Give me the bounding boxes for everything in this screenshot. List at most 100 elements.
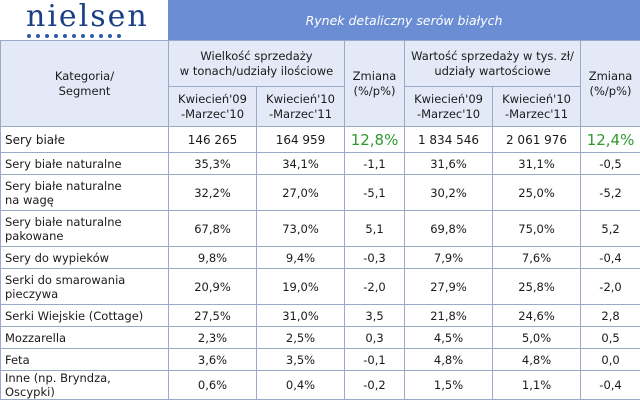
cell-val-1: 31,6% bbox=[404, 152, 494, 175]
header-value-label: Wartość sprzedaży w tys. zł/ udziały war… bbox=[411, 48, 574, 78]
table-row: Sery białe naturalne 35,3% 34,1% -1,1 31… bbox=[0, 152, 640, 175]
cell-vol-1: 0,6% bbox=[168, 370, 257, 400]
header-volume-change-label: Zmiana (%/p%) bbox=[352, 68, 397, 98]
header-vol-period-1: Kwiecień'09 -Marzec'10 bbox=[168, 86, 257, 127]
row-category: Inne (np. Bryndza, Oscypki) bbox=[0, 370, 169, 400]
nielsen-logo: nielsen bbox=[0, 0, 168, 40]
table-row: Serki Wiejskie (Cottage) 27,5% 31,0% 3,5… bbox=[0, 304, 640, 327]
cell-vol-1: 35,3% bbox=[168, 152, 257, 175]
cell-vol-2: 73,0% bbox=[255, 210, 346, 247]
cell-val-1: 30,2% bbox=[404, 174, 494, 211]
cell-vol-change: -5,1 bbox=[344, 174, 406, 211]
header-vol-period-2: Kwiecień'10 -Marzec'11 bbox=[255, 86, 346, 127]
cell-val-2: 24,6% bbox=[492, 304, 582, 327]
cell-vol-change: -0,1 bbox=[344, 348, 406, 371]
table-title: Rynek detaliczny serów białych bbox=[168, 0, 640, 40]
cell-val-1: 27,9% bbox=[404, 268, 494, 305]
cell-val-change: 5,2 bbox=[580, 210, 640, 247]
cell-vol-2: 27,0% bbox=[255, 174, 346, 211]
table-row: Sery do wypieków 9,8% 9,4% -0,3 7,9% 7,6… bbox=[0, 246, 640, 269]
cell-val-change: 0,0 bbox=[580, 348, 640, 371]
row-category: Sery białe bbox=[0, 126, 169, 153]
row-category: Serki Wiejskie (Cottage) bbox=[0, 304, 169, 327]
cell-val-1: 1,5% bbox=[404, 370, 494, 400]
logo-text: nielsen bbox=[26, 0, 149, 34]
cell-vol-2: 2,5% bbox=[255, 326, 346, 349]
cell-vol-change: -0,2 bbox=[344, 370, 406, 400]
header-volume-change: Zmiana (%/p%) bbox=[344, 40, 406, 127]
table-row: Inne (np. Bryndza, Oscypki) 0,6% 0,4% -0… bbox=[0, 370, 640, 400]
cell-val-change: 0,5 bbox=[580, 326, 640, 349]
table-row: Serki do smarowania pieczywa 20,9% 19,0%… bbox=[0, 268, 640, 305]
cell-val-2: 25,8% bbox=[492, 268, 582, 305]
cell-vol-1: 20,9% bbox=[168, 268, 257, 305]
cell-vol-1: 3,6% bbox=[168, 348, 257, 371]
logo-dots-icon bbox=[26, 33, 168, 38]
table-row: Mozzarella 2,3% 2,5% 0,3 4,5% 5,0% 0,5 bbox=[0, 326, 640, 349]
cell-vol-change: -2,0 bbox=[344, 268, 406, 305]
cell-val-change: -0,5 bbox=[580, 152, 640, 175]
cell-val-change: 12,4% bbox=[580, 126, 640, 153]
cell-vol-change: 5,1 bbox=[344, 210, 406, 247]
row-category: Serki do smarowania pieczywa bbox=[0, 268, 169, 305]
period-label: Kwiecień'09 -Marzec'10 bbox=[178, 91, 247, 121]
cell-val-1: 1 834 546 bbox=[404, 126, 494, 153]
cell-val-2: 5,0% bbox=[492, 326, 582, 349]
cell-vol-2: 164 959 bbox=[255, 126, 346, 153]
cell-val-2: 75,0% bbox=[492, 210, 582, 247]
table-row: Sery białe naturalne na wagę 32,2% 27,0%… bbox=[0, 174, 640, 211]
cell-vol-1: 2,3% bbox=[168, 326, 257, 349]
cell-val-1: 7,9% bbox=[404, 246, 494, 269]
cell-vol-change: 3,5 bbox=[344, 304, 406, 327]
data-table: Kategoria/ Segment Wielkość sprzedaży w … bbox=[0, 40, 640, 400]
cell-vol-1: 67,8% bbox=[168, 210, 257, 247]
cell-val-2: 1,1% bbox=[492, 370, 582, 400]
cell-vol-1: 32,2% bbox=[168, 174, 257, 211]
header-volume-group: Wielkość sprzedaży w tonach/udziały iloś… bbox=[167, 40, 346, 87]
cell-vol-1: 146 265 bbox=[168, 126, 257, 153]
header-category: Kategoria/ Segment bbox=[0, 40, 169, 127]
cell-val-change: -2,0 bbox=[580, 268, 640, 305]
period-label: Kwiecień'10 -Marzec'11 bbox=[502, 91, 571, 121]
cell-vol-2: 19,0% bbox=[255, 268, 346, 305]
cell-vol-2: 9,4% bbox=[255, 246, 346, 269]
header-value-change: Zmiana (%/p%) bbox=[580, 40, 640, 127]
cell-vol-2: 3,5% bbox=[255, 348, 346, 371]
cell-vol-2: 0,4% bbox=[255, 370, 346, 400]
cell-vol-1: 27,5% bbox=[168, 304, 257, 327]
cell-val-2: 2 061 976 bbox=[492, 126, 582, 153]
row-category: Sery białe naturalne bbox=[0, 152, 169, 175]
cell-val-2: 4,8% bbox=[492, 348, 582, 371]
cell-val-1: 4,8% bbox=[404, 348, 494, 371]
cell-vol-2: 31,0% bbox=[255, 304, 346, 327]
row-category: Sery białe naturalne pakowane bbox=[0, 210, 169, 247]
cell-vol-change: 12,8% bbox=[344, 126, 406, 153]
header-val-period-2: Kwiecień'10 -Marzec'11 bbox=[492, 86, 582, 127]
row-category: Sery do wypieków bbox=[0, 246, 169, 269]
cell-val-1: 21,8% bbox=[404, 304, 494, 327]
cell-val-change: -5,2 bbox=[580, 174, 640, 211]
cell-val-2: 7,6% bbox=[492, 246, 582, 269]
cell-val-1: 69,8% bbox=[404, 210, 494, 247]
cell-vol-2: 34,1% bbox=[255, 152, 346, 175]
cell-val-change: -0,4 bbox=[580, 246, 640, 269]
header-category-label: Kategoria/ Segment bbox=[54, 68, 115, 98]
cell-val-2: 25,0% bbox=[492, 174, 582, 211]
table-row: Sery białe naturalne pakowane 67,8% 73,0… bbox=[0, 210, 640, 247]
header-val-period-1: Kwiecień'09 -Marzec'10 bbox=[404, 86, 494, 127]
cell-val-change: 2,8 bbox=[580, 304, 640, 327]
table-row: Feta 3,6% 3,5% -0,1 4,8% 4,8% 0,0 bbox=[0, 348, 640, 371]
cell-vol-change: 0,3 bbox=[344, 326, 406, 349]
table-row-total: Sery białe 146 265 164 959 12,8% 1 834 5… bbox=[0, 126, 640, 153]
cell-vol-change: -1,1 bbox=[344, 152, 406, 175]
period-label: Kwiecień'10 -Marzec'11 bbox=[266, 91, 335, 121]
period-label: Kwiecień'09 -Marzec'10 bbox=[414, 91, 483, 121]
header-value-change-label: Zmiana (%/p%) bbox=[588, 68, 633, 98]
cell-val-1: 4,5% bbox=[404, 326, 494, 349]
header-volume-label: Wielkość sprzedaży w tonach/udziały iloś… bbox=[179, 48, 334, 78]
row-category: Feta bbox=[0, 348, 169, 371]
header-value-group: Wartość sprzedaży w tys. zł/ udziały war… bbox=[404, 40, 582, 87]
cell-vol-1: 9,8% bbox=[168, 246, 257, 269]
cell-val-2: 31,1% bbox=[492, 152, 582, 175]
